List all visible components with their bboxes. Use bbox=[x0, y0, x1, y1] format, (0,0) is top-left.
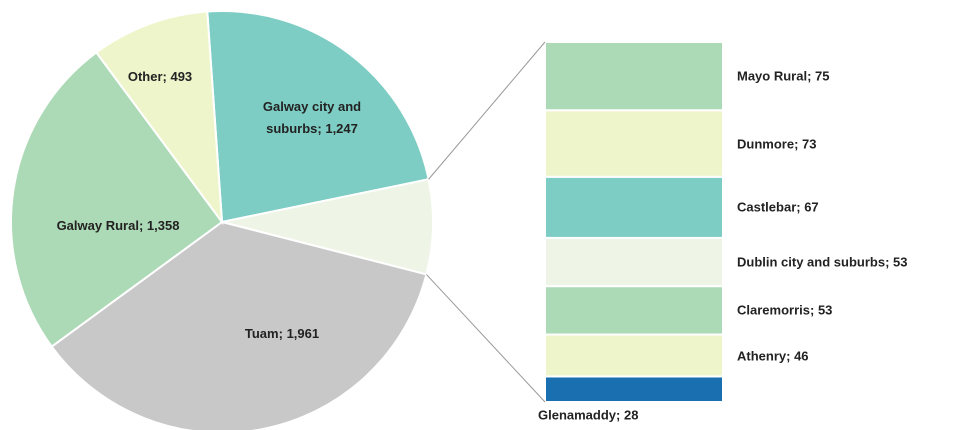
label-part: 1,247 bbox=[325, 121, 358, 136]
bar-label: Dunmore; 73 bbox=[737, 136, 817, 152]
pie-slice bbox=[50, 220, 428, 430]
label-part: Dublin city and suburbs bbox=[737, 254, 886, 270]
label-part: 75 bbox=[815, 68, 830, 84]
label-part: Mayo Rural bbox=[737, 68, 808, 84]
label-part: 28 bbox=[623, 407, 639, 423]
label-part: Tuam bbox=[244, 326, 279, 341]
connector bbox=[428, 41, 546, 180]
label-part: 53 bbox=[893, 254, 908, 270]
label-part: 46 bbox=[794, 348, 809, 364]
label-part: 73 bbox=[802, 136, 817, 152]
bar-segment bbox=[544, 109, 724, 178]
bar-segment bbox=[544, 236, 724, 288]
label-part: 1,961 bbox=[286, 326, 320, 341]
slice-label: Galway city and suburbs; 1,247 bbox=[262, 99, 362, 136]
label-part: 1,358 bbox=[146, 218, 180, 233]
label-part: Dunmore bbox=[737, 136, 795, 152]
label-part: Other bbox=[127, 69, 163, 84]
label-part: 53 bbox=[817, 302, 833, 318]
label-part: Glenamaddy bbox=[538, 407, 617, 423]
bar-label: Castlebar; 67 bbox=[737, 199, 819, 215]
pie-slice bbox=[10, 51, 224, 348]
label-part: Galway city and suburbs bbox=[262, 99, 362, 136]
label-part: 493 bbox=[170, 69, 193, 84]
slice-label: Tuam; 1,961 bbox=[244, 326, 320, 341]
label-part: 67 bbox=[804, 199, 819, 215]
label-part: Claremorris bbox=[737, 302, 810, 318]
bar-label: Mayo Rural; 75 bbox=[737, 68, 830, 84]
bar-label: Claremorris; 53 bbox=[737, 302, 833, 318]
bar-segment bbox=[544, 175, 724, 239]
connector bbox=[426, 274, 546, 403]
bar-segment bbox=[544, 41, 724, 112]
bar-label: Dublin city and suburbs; 53 bbox=[737, 254, 908, 270]
slice-label: Other; 493 bbox=[127, 69, 193, 84]
bar-label: Glenamaddy; 28 bbox=[538, 407, 639, 423]
pie-slice bbox=[206, 10, 430, 224]
label-part: Castlebar bbox=[737, 199, 797, 215]
pie-slice bbox=[94, 10, 224, 226]
label-part: Galway Rural bbox=[56, 218, 139, 233]
bar-label: Athenry; 46 bbox=[737, 348, 809, 364]
bar-segment bbox=[544, 375, 724, 404]
slice-label: Galway Rural; 1,358 bbox=[56, 218, 180, 233]
label-part: Athenry bbox=[737, 348, 787, 364]
bar-segment bbox=[544, 285, 724, 336]
bar-segment bbox=[544, 333, 724, 378]
